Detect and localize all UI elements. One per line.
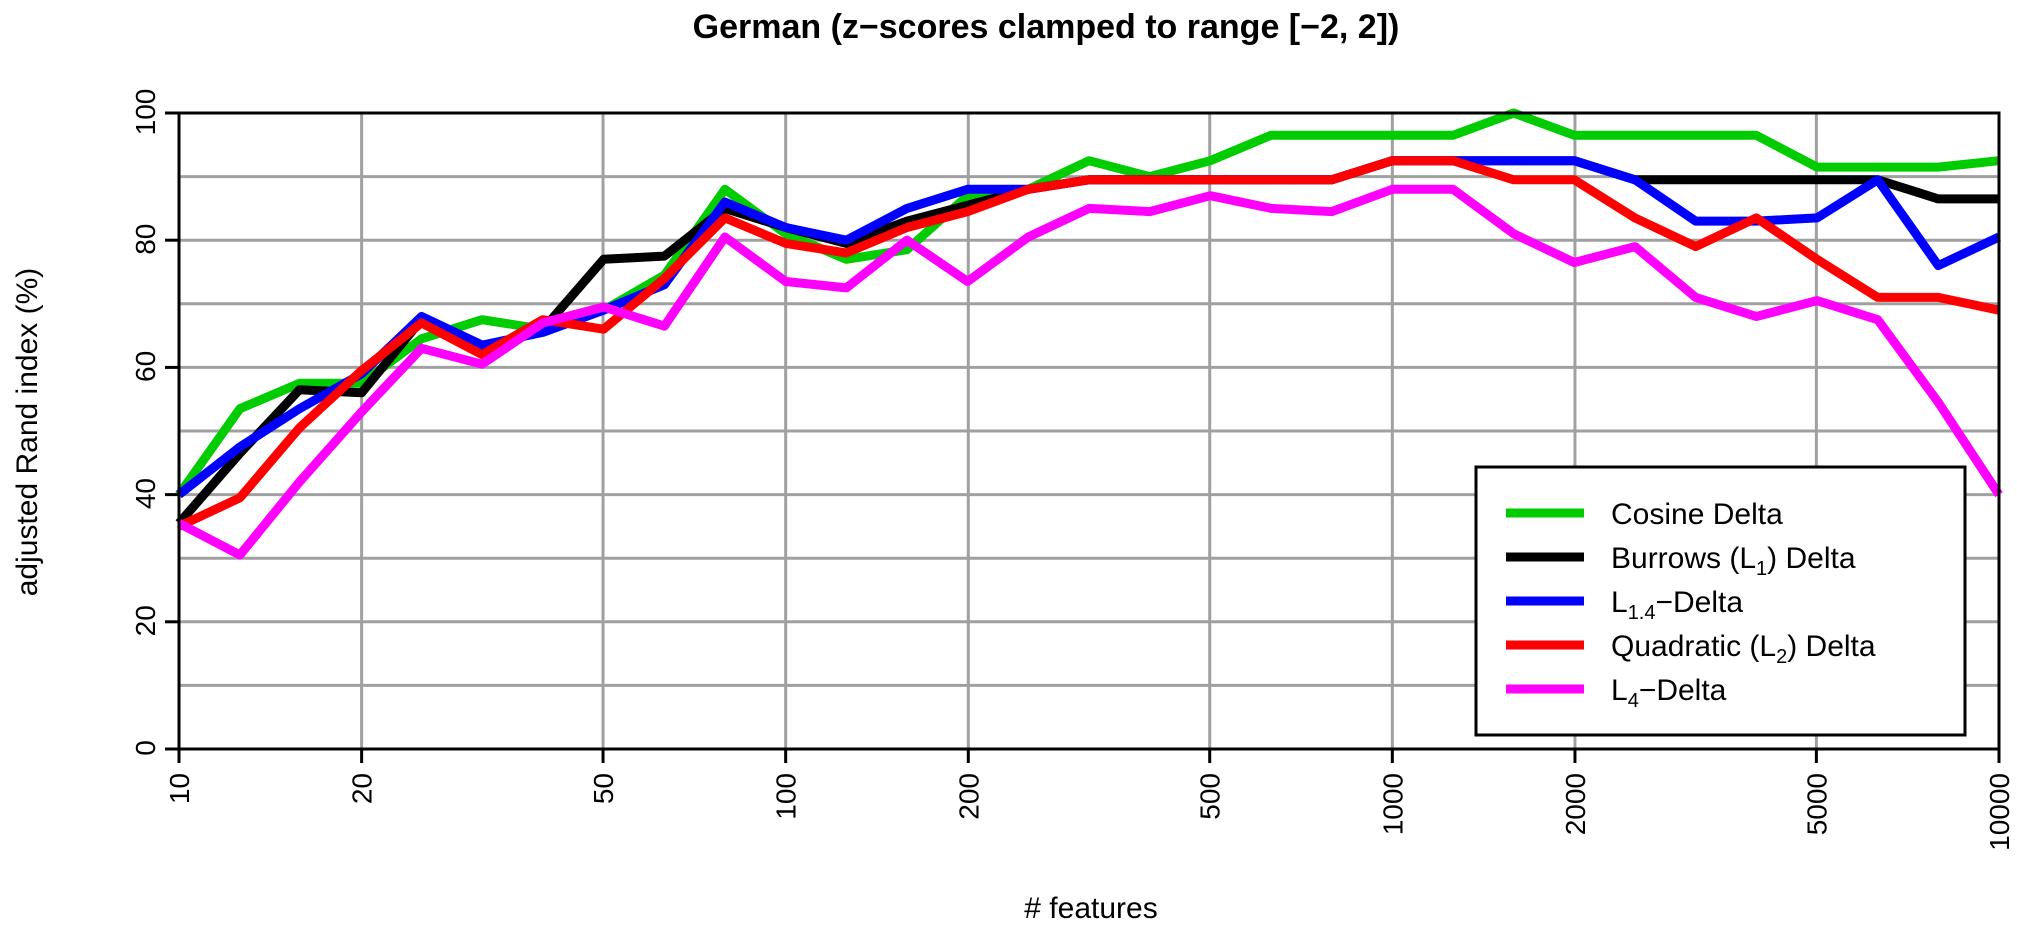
y-tick-label: 100	[130, 89, 161, 136]
legend-label-4: Quadratic (L2) Delta	[1611, 630, 1876, 668]
grid	[177, 111, 2001, 751]
x-tick-label: 500	[1195, 773, 1226, 820]
x-tick-label: 20	[347, 773, 378, 804]
x-axis: 10 20 50 100 200 500 1000 2000 5000 10000	[164, 749, 2015, 851]
legend-label-1: Cosine Delta	[1611, 498, 1783, 531]
legend: Cosine Delta Burrows (L1) Delta L1.4−Delta…	[1474, 465, 1967, 737]
y-axis: 0 20 40 60 80 100	[130, 89, 179, 756]
y-tick-label: 80	[130, 224, 161, 255]
x-tick-label: 2000	[1560, 773, 1591, 835]
y-tick-label: 60	[130, 351, 161, 382]
legend-label-5: L4−Delta	[1611, 674, 1727, 712]
legend-label-3: L1.4−Delta	[1611, 586, 1743, 624]
legend-label-2: Burrows (L1) Delta	[1611, 542, 1856, 580]
series-line-4	[177, 156, 2000, 531]
x-tick-label: 1000	[1377, 773, 1408, 835]
y-tick-label: 40	[130, 478, 161, 509]
y-axis-label: adjusted Rand index (%)	[11, 268, 44, 597]
series-line-1	[175, 108, 2000, 498]
series-line-5	[176, 184, 2003, 560]
series-lines	[175, 108, 2003, 560]
x-tick-label: 200	[953, 773, 984, 820]
x-tick-label: 50	[588, 773, 619, 804]
x-tick-label: 100	[771, 773, 802, 820]
y-tick-label: 20	[130, 605, 161, 636]
y-tick-label: 0	[130, 740, 161, 756]
x-tick-label: 10	[164, 773, 195, 804]
x-axis-label: # features	[1024, 892, 1157, 925]
chart-title: German (z−scores clamped to range [−2, 2…	[693, 8, 1400, 46]
x-tick-label: 5000	[1801, 773, 1832, 835]
x-tick-label: 10000	[1984, 773, 2015, 851]
plot-frame	[177, 111, 2001, 751]
